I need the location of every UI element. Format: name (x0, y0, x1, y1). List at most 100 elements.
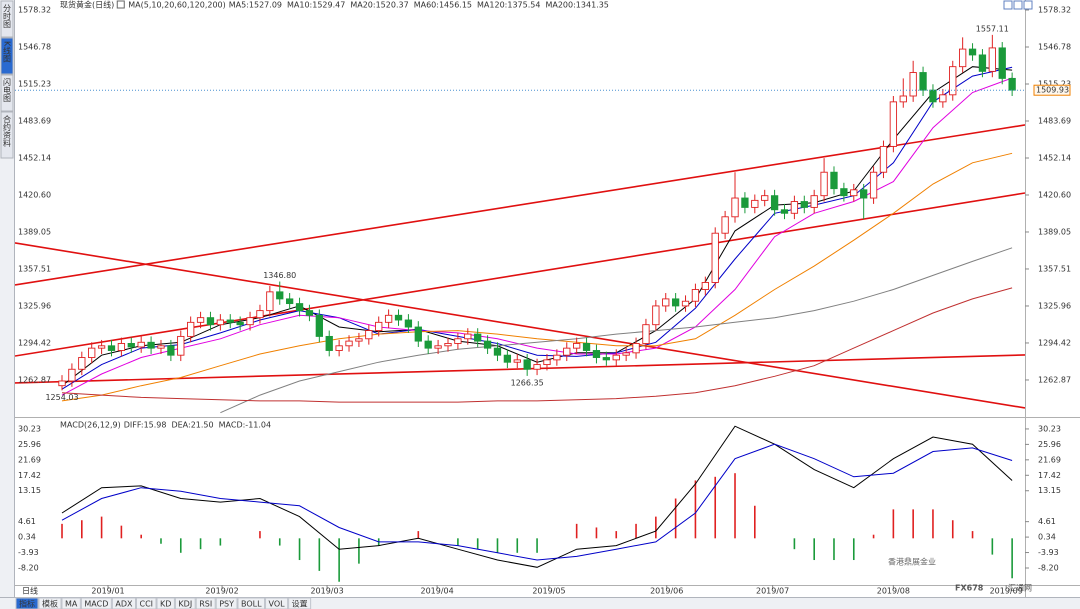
candle-body (533, 364, 541, 370)
bottom-tab-label[interactable]: 设置 (292, 599, 308, 609)
bottom-tab-label[interactable]: KDJ (178, 600, 192, 609)
bottom-tab[interactable] (80, 597, 112, 609)
bottom-tab-label[interactable]: BOLL (241, 600, 262, 609)
candle-body (177, 335, 185, 356)
candle-body (88, 347, 96, 358)
y-tick-label: 1420.60 (1038, 190, 1071, 199)
sidebar-tab-label[interactable]: 闪电图 (3, 78, 12, 103)
y-tick-label: -8.20 (1038, 563, 1059, 572)
candle-body (1008, 77, 1016, 91)
watermark: 香港鼎展金业 (888, 557, 936, 567)
trend-line (15, 354, 1025, 384)
candle-body (632, 343, 640, 354)
legend-item: MA5:1527.09 (229, 1, 282, 10)
y-tick-label: 1262.87 (18, 375, 51, 384)
y-tick-label: 1389.05 (18, 227, 51, 236)
sidebar-tab-label[interactable]: K线图 (3, 41, 12, 63)
logo-sub: 汇通网 (1008, 583, 1032, 593)
y-tick-label: 1546.78 (18, 42, 51, 51)
sidebar-tab-label[interactable]: 合约资料 (3, 114, 12, 148)
bottom-tab-label[interactable]: KD (160, 600, 171, 609)
candle-body (721, 216, 729, 234)
candle-body (988, 47, 996, 72)
y-tick-label: 1294.42 (18, 338, 51, 347)
bottom-tab[interactable] (215, 597, 238, 609)
bottom-tab[interactable] (156, 597, 175, 609)
candle-body (187, 321, 195, 337)
bottom-tab[interactable] (135, 597, 157, 609)
x-tick-label: 2019/09 (990, 587, 1023, 596)
y-tick-label: 30.23 (1038, 424, 1061, 433)
price-annotation: 1346.80 (263, 271, 296, 280)
trend-line (15, 124, 1025, 286)
candle-body (78, 357, 86, 370)
bottom-tab[interactable] (265, 597, 289, 609)
price-annotation: 1254.03 (45, 393, 78, 402)
candle-body (206, 317, 215, 326)
bottom-tab-label[interactable]: 模板 (42, 599, 58, 609)
y-tick-label: 17.42 (18, 471, 41, 480)
candle-body (602, 357, 611, 361)
candle-body (573, 343, 581, 349)
bottom-tab-label[interactable]: MACD (84, 600, 108, 609)
price-annotation: 1266.35 (511, 378, 544, 387)
candle-body (671, 298, 680, 307)
candle-body (503, 354, 512, 363)
candle-body (68, 368, 76, 382)
bottom-tab[interactable] (15, 597, 39, 609)
last-price-box (1033, 84, 1071, 96)
candle-body (276, 291, 284, 300)
candle-body (345, 340, 353, 347)
candle-body (236, 321, 244, 326)
y-tick-label: 1325.96 (1038, 301, 1071, 310)
bottom-tab[interactable] (195, 597, 216, 609)
y-tick-label: 4.61 (1038, 517, 1056, 526)
x-tick-label: 2019/08 (877, 587, 910, 596)
icon[interactable] (1003, 0, 1013, 10)
bottom-tab[interactable] (111, 597, 136, 609)
sidebar-tab-label[interactable]: 分时图 (3, 4, 12, 29)
bottom-tab-label[interactable]: VOL (269, 600, 286, 609)
y-tick-label: 1357.51 (1038, 264, 1071, 273)
x-tick-label: 2019/02 (205, 587, 238, 596)
y-tick-label: 1515.23 (18, 79, 51, 88)
price-plot (15, 34, 1025, 414)
indicator-line (61, 152, 1013, 402)
sidebar-tab[interactable] (0, 37, 14, 75)
candle-body (810, 195, 818, 208)
candle-body (444, 343, 452, 347)
icon[interactable] (1013, 0, 1023, 10)
candle-body (157, 345, 165, 349)
sidebar-tab[interactable] (0, 111, 14, 159)
period-label: 日线 (22, 586, 38, 596)
sidebar-tab[interactable] (0, 0, 14, 38)
bottom-tab-label[interactable]: MA (65, 600, 78, 609)
bottom-tab[interactable] (174, 597, 196, 609)
bottom-tab[interactable] (38, 597, 62, 609)
indicator-line (220, 247, 1013, 414)
candle-body (434, 345, 442, 349)
bottom-tab-label[interactable]: CCI (139, 600, 153, 609)
candle-body (582, 343, 591, 351)
candle-body (998, 47, 1006, 79)
candle-body (622, 352, 630, 356)
candle-body (741, 197, 749, 208)
sidebar-tab[interactable] (0, 74, 14, 112)
candle-body (97, 345, 106, 349)
candle-body (355, 338, 363, 342)
last-price-label: 1509.93 (1036, 86, 1069, 95)
bottom-tab-label[interactable]: 指标 (19, 599, 35, 609)
bottom-tab-label[interactable]: RSI (199, 600, 212, 609)
candle-body (127, 343, 135, 348)
bottom-tab-label[interactable]: PSY (219, 600, 234, 609)
bottom-tab[interactable] (237, 597, 266, 609)
y-tick-label: -8.20 (18, 563, 39, 572)
bottom-tab[interactable] (61, 597, 81, 609)
bottom-tab[interactable] (288, 597, 312, 609)
legend-item: DIFF:15.98 (124, 421, 167, 430)
legend-item: MA200:1341.35 (545, 1, 608, 10)
bottom-tab-label[interactable]: ADX (115, 600, 133, 609)
candle-body (929, 89, 937, 103)
icon[interactable] (1023, 0, 1033, 10)
trend-line (15, 192, 1025, 357)
